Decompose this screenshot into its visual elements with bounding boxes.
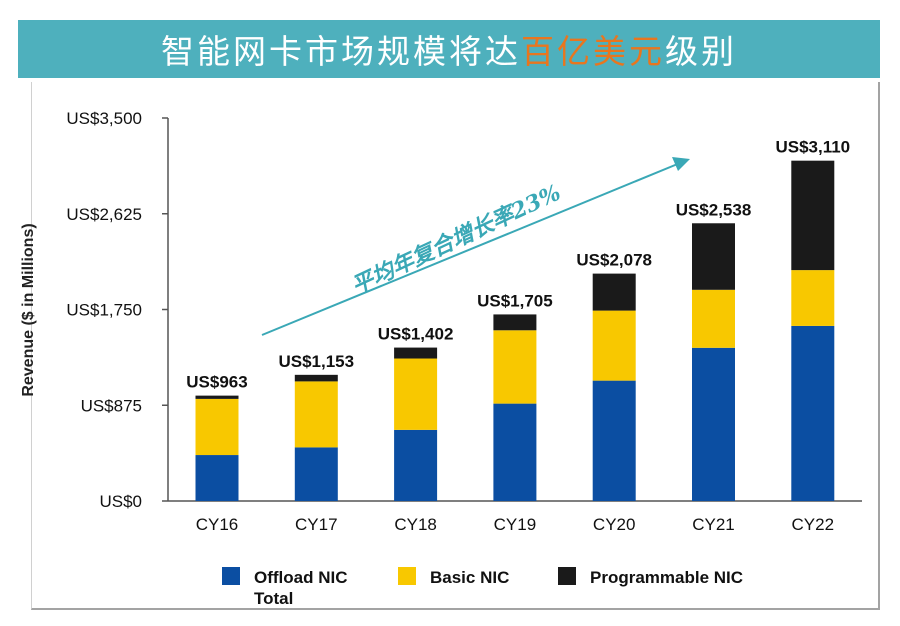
growth-arrow-head bbox=[672, 157, 690, 171]
y-tick-label: US$0 bbox=[99, 492, 142, 511]
total-value-label: US$1,153 bbox=[278, 352, 354, 371]
x-tick-label: CY19 bbox=[494, 515, 537, 534]
bar-segment-programmable-nic bbox=[692, 223, 735, 290]
bar-segment-basic-nic bbox=[294, 381, 338, 448]
bar-segment-offload-nic bbox=[394, 429, 438, 501]
bar-segment-programmable-nic bbox=[294, 374, 338, 382]
bar-segment-offload-nic bbox=[592, 380, 636, 501]
legend-label: Programmable NIC bbox=[590, 568, 743, 587]
y-axis: US$0 US$875 US$1,750 US$2,625 US$3,500 bbox=[66, 109, 169, 511]
bar-segment-basic-nic bbox=[791, 270, 835, 326]
bars bbox=[195, 160, 835, 501]
total-value-label: US$963 bbox=[186, 373, 247, 392]
bar-segment-basic-nic bbox=[692, 289, 735, 348]
page-title: 智能网卡市场规模将达百亿美元级别 bbox=[161, 25, 737, 73]
title-text-end: 级别 bbox=[665, 32, 737, 71]
y-tick-label: US$2,625 bbox=[66, 205, 142, 224]
bar-segment-offload-nic bbox=[493, 403, 537, 501]
total-value-label: US$1,705 bbox=[477, 291, 553, 310]
bar-segment-offload-nic bbox=[294, 447, 338, 501]
bar-segment-basic-nic bbox=[493, 330, 537, 404]
y-axis-label: Revenue ($ in Millions) bbox=[20, 223, 37, 396]
legend-total-label: Total bbox=[254, 589, 293, 608]
y-tick-label: US$3,500 bbox=[66, 109, 142, 128]
x-tick-label: CY16 bbox=[196, 515, 239, 534]
bar-segment-programmable-nic bbox=[394, 347, 438, 359]
bar-segment-programmable-nic bbox=[195, 395, 239, 399]
chart-frame bbox=[31, 82, 880, 610]
total-value-label: US$1,402 bbox=[378, 325, 454, 344]
x-tick-label: CY21 bbox=[692, 515, 735, 534]
total-labels: US$963 US$1,153 US$1,402 US$1,705 US$2,078 US… bbox=[186, 138, 850, 392]
bar-segment-programmable-nic bbox=[592, 273, 636, 311]
x-tick-label: CY17 bbox=[295, 515, 338, 534]
bar-segment-basic-nic bbox=[394, 358, 438, 430]
legend-swatch bbox=[558, 567, 576, 585]
legend-swatch bbox=[222, 567, 240, 585]
x-tick-label: CY22 bbox=[792, 515, 835, 534]
x-axis: CY16 CY17 CY18 CY19 CY20 CY21 CY22 bbox=[168, 500, 862, 534]
bar-segment-offload-nic bbox=[791, 325, 835, 501]
title-highlight: 百亿美元 bbox=[521, 32, 665, 71]
bar-segment-basic-nic bbox=[592, 310, 636, 381]
total-value-label: US$2,538 bbox=[676, 200, 752, 219]
total-value-label: US$3,110 bbox=[775, 138, 850, 157]
growth-arrow bbox=[261, 162, 681, 336]
bar-segment-programmable-nic bbox=[791, 160, 835, 271]
x-tick-label: CY20 bbox=[593, 515, 636, 534]
legend-swatch bbox=[398, 567, 416, 585]
legend-label: Offload NIC bbox=[254, 568, 348, 587]
title-banner: 智能网卡市场规模将达百亿美元级别 bbox=[18, 20, 880, 78]
legend-label: Basic NIC bbox=[430, 568, 509, 587]
bar-segment-programmable-nic bbox=[493, 314, 537, 331]
bar-segment-basic-nic bbox=[195, 398, 239, 456]
bar-segment-offload-nic bbox=[692, 347, 735, 501]
bar-segment-offload-nic bbox=[195, 455, 239, 501]
y-tick-label: US$1,750 bbox=[66, 301, 142, 320]
legend: Offload NIC Basic NIC Programmable NIC Tota… bbox=[222, 567, 743, 608]
total-value-label: US$2,078 bbox=[576, 251, 652, 270]
x-tick-label: CY18 bbox=[394, 515, 437, 534]
growth-annotation-text: 平均年复合增长率23% bbox=[348, 180, 565, 300]
y-tick-label: US$875 bbox=[81, 396, 142, 415]
title-text: 智能网卡市场规模将达 bbox=[161, 32, 521, 71]
